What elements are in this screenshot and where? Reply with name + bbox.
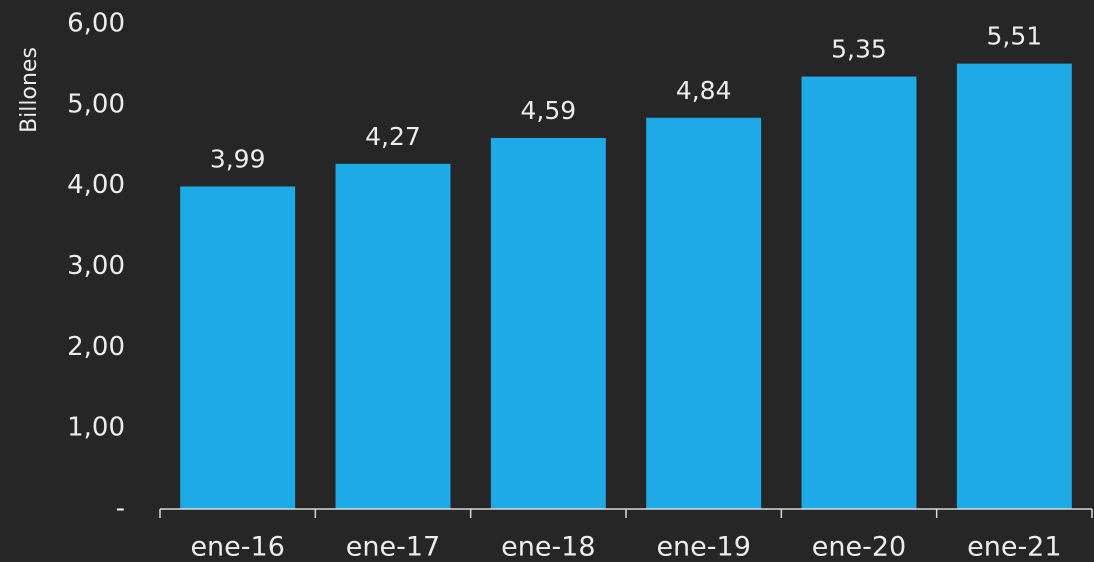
y-tick-label: 3,00: [67, 251, 125, 281]
value-label: 3,99: [210, 144, 266, 173]
bar: [335, 163, 451, 509]
bar: [801, 76, 917, 510]
x-tick-label: ene-20: [812, 532, 906, 562]
value-label: 4,27: [365, 122, 421, 151]
y-axis-title: Billones: [17, 47, 42, 133]
bar: [490, 137, 606, 509]
bar: [956, 63, 1072, 509]
value-label: 5,51: [986, 22, 1042, 51]
value-label: 4,84: [676, 76, 732, 105]
x-tick-label: ene-16: [190, 532, 284, 562]
x-tick-label: ene-17: [346, 532, 440, 562]
bar: [180, 186, 296, 509]
y-tick-label: 6,00: [67, 9, 125, 39]
y-tick-label: 2,00: [67, 332, 125, 362]
x-tick-label: ene-18: [501, 532, 595, 562]
x-tick-label: ene-21: [967, 532, 1061, 562]
bar: [646, 117, 762, 510]
value-label: 4,59: [520, 96, 576, 125]
x-tick-label: ene-19: [656, 532, 750, 562]
y-tick-label: 1,00: [67, 413, 125, 443]
value-label: 5,35: [831, 35, 887, 64]
y-tick-label: 4,00: [67, 170, 125, 200]
y-tick-label: -: [116, 494, 125, 524]
y-tick-label: 5,00: [67, 89, 125, 119]
